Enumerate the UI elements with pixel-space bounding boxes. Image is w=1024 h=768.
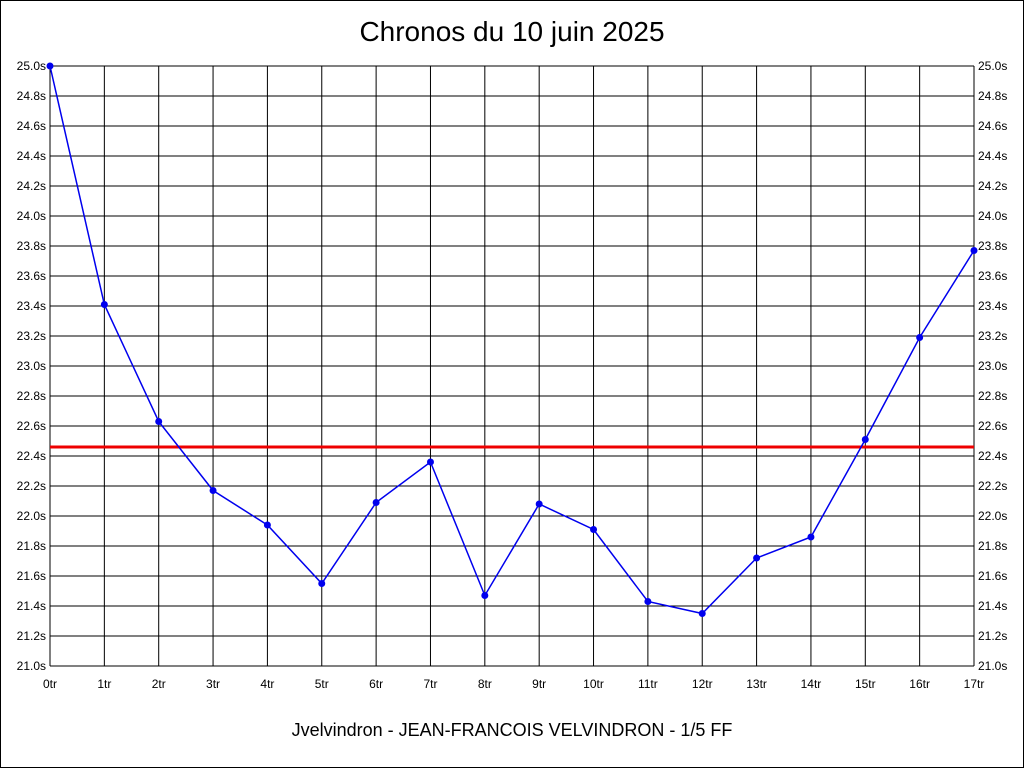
y-tick-label-left: 23.6s [17,269,46,283]
data-point [426,458,434,466]
data-point [753,554,761,562]
data-point [590,526,598,533]
y-tick-label-right: 21.8s [978,539,1007,553]
chart-title: Chronos du 10 juin 2025 [359,16,665,47]
data-point [698,610,706,617]
y-tick-label-right: 24.8s [978,89,1007,103]
data-point [916,334,924,341]
x-tick-label: 12tr [692,677,713,691]
y-tick-label-right: 23.2s [978,329,1007,343]
y-tick-label-right: 21.0s [978,659,1007,673]
x-tick-label: 2tr [152,677,166,691]
x-tick-label: 13tr [746,677,767,691]
y-tick-label-left: 23.0s [17,359,46,373]
series-line [49,65,975,615]
y-tick-label-right: 21.4s [978,599,1007,613]
x-tick-label: 17tr [964,677,985,691]
data-point [372,499,380,506]
y-tick-label-left: 22.4s [17,449,46,463]
y-tick-label-left: 24.4s [17,149,46,163]
y-tick-label-right: 22.2s [978,479,1007,493]
data-point [861,436,869,443]
y-tick-label-right: 22.6s [978,419,1007,433]
data-point [318,580,326,587]
data-point [209,487,217,494]
x-tick-label: 3tr [206,677,220,691]
x-tick-label: 4tr [260,677,274,691]
y-tick-label-right: 24.4s [978,149,1007,163]
y-tick-label-left: 24.6s [17,119,46,133]
y-tick-label-left: 21.4s [17,599,46,613]
x-tick-label: 14tr [801,677,822,691]
data-point [970,247,978,254]
x-tick-label: 5tr [315,677,329,691]
x-tick-label: 1tr [97,677,111,691]
y-tick-label-right: 24.2s [978,179,1007,193]
y-tick-label-left: 23.2s [17,329,46,343]
data-point [263,521,271,529]
y-tick-label-left: 23.8s [17,239,46,253]
chart-footer: Jvelvindron - JEAN-FRANCOIS VELVINDRON -… [291,720,733,740]
x-tick-label: 16tr [909,677,930,691]
y-tick-label-left: 22.2s [17,479,46,493]
y-tick-label-left: 24.0s [17,209,46,223]
y-tick-label-left: 22.8s [17,389,46,403]
data-point [535,500,543,508]
y-tick-label-left: 25.0s [17,59,46,73]
y-tick-label-right: 22.4s [978,449,1007,463]
y-tick-label-right: 23.4s [978,299,1007,313]
y-tick-label-left: 21.0s [17,659,46,673]
x-tick-label: 8tr [478,677,492,691]
x-tick-label: 0tr [43,677,57,691]
x-tick-label: 9tr [532,677,546,691]
y-tick-label-left: 24.2s [17,179,46,193]
x-tick-label: 10tr [583,677,604,691]
y-tick-label-right: 21.6s [978,569,1007,583]
y-tick-label-left: 23.4s [17,299,46,313]
data-point [807,533,815,541]
y-tick-label-right: 23.8s [978,239,1007,253]
y-tick-label-left: 21.8s [17,539,46,553]
data-point [481,592,489,599]
y-tick-label-right: 24.0s [978,209,1007,223]
y-tick-label-left: 21.6s [17,569,46,583]
y-tick-label-right: 25.0s [978,59,1007,73]
y-tick-label-left: 22.0s [17,509,46,523]
y-tick-label-right: 24.6s [978,119,1007,133]
y-tick-label-left: 24.8s [17,89,46,103]
x-tick-label: 7tr [423,677,437,691]
x-tick-label: 15tr [855,677,876,691]
x-tick-label: 6tr [369,677,383,691]
data-point [46,62,54,70]
y-tick-label-left: 21.2s [17,629,46,643]
data-point [155,418,163,425]
y-tick-label-right: 23.6s [978,269,1007,283]
y-tick-label-right: 21.2s [978,629,1007,643]
y-tick-label-right: 22.0s [978,509,1007,523]
y-tick-label-right: 22.8s [978,389,1007,403]
y-tick-label-right: 23.0s [978,359,1007,373]
data-point [100,301,108,308]
data-point [644,598,652,605]
x-tick-label: 11tr [638,677,658,691]
y-tick-label-left: 22.6s [17,419,46,433]
